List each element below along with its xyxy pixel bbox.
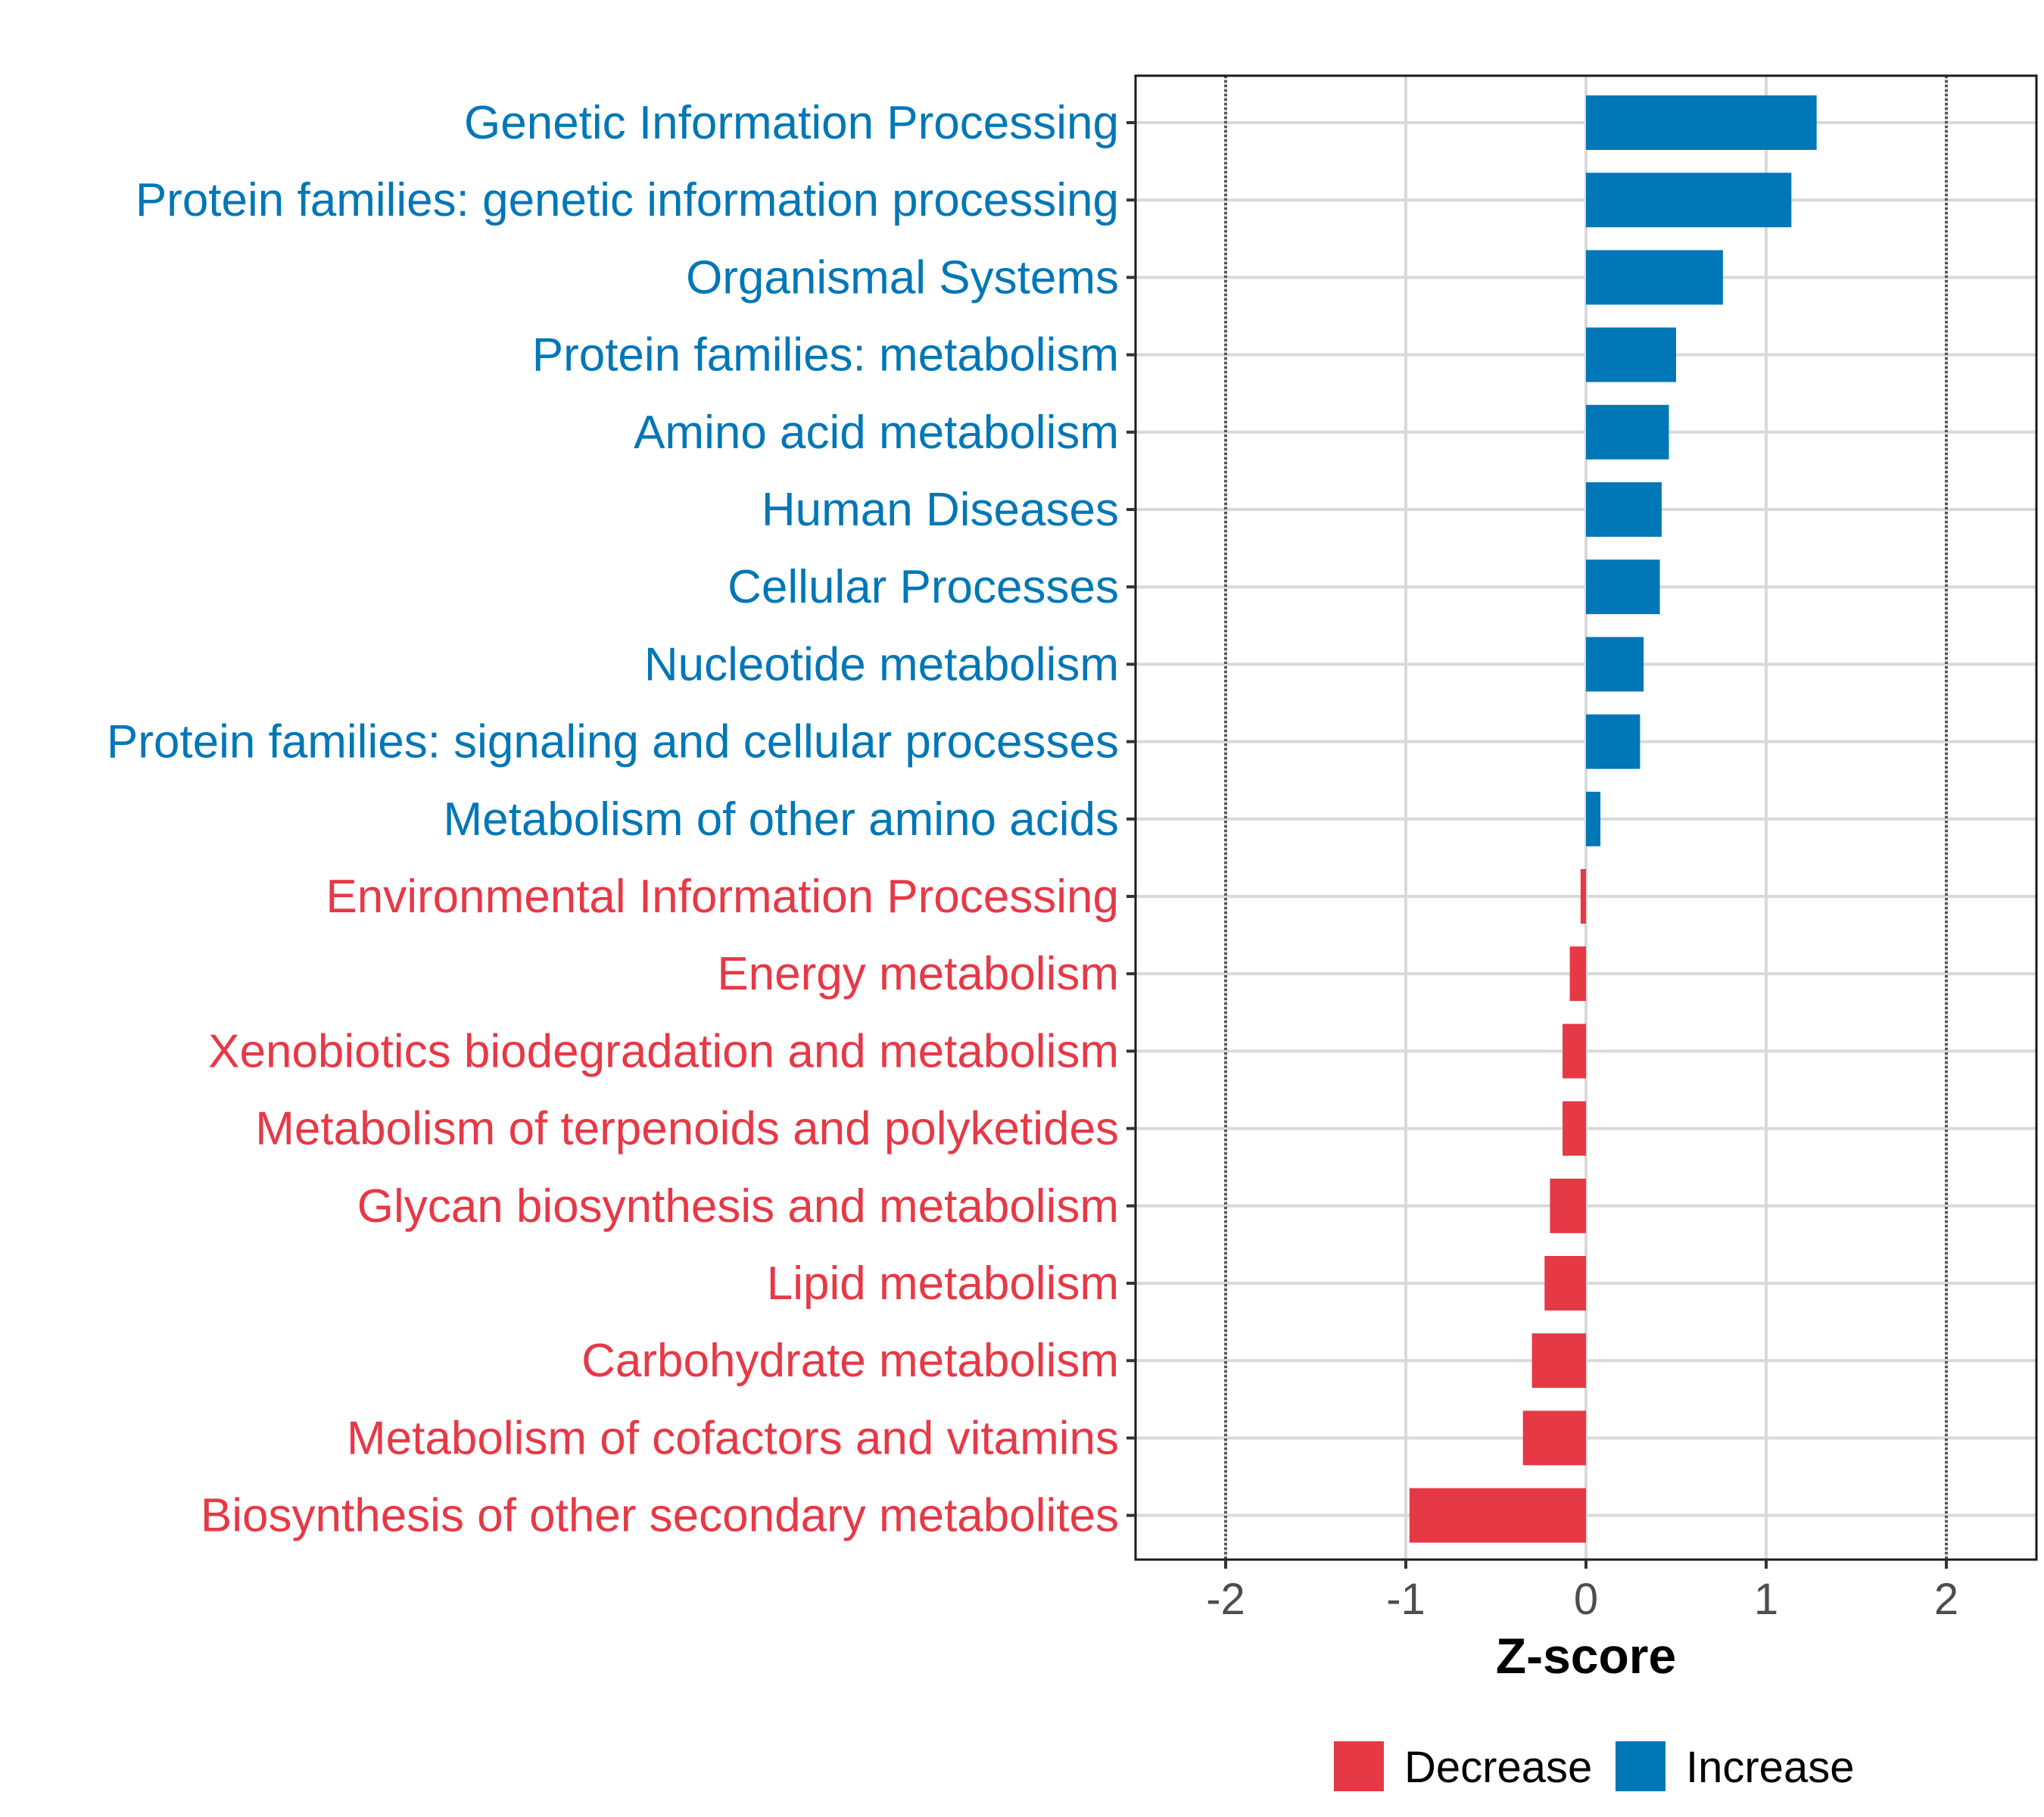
bar — [1550, 1178, 1586, 1233]
y-tick-label: Environmental Information Processing — [326, 871, 1119, 923]
y-tick-label: Protein families: genetic information pr… — [136, 174, 1119, 226]
bar — [1586, 95, 1817, 150]
bar — [1586, 482, 1662, 537]
y-tick-label: Metabolism of other amino acids — [443, 793, 1119, 846]
legend-swatch-increase — [1616, 1741, 1665, 1791]
x-tick-label: 0 — [1574, 1575, 1598, 1624]
legend-label-increase: Increase — [1686, 1743, 1854, 1792]
bar — [1563, 1024, 1586, 1079]
bar — [1563, 1101, 1586, 1156]
y-tick-label: Glycan biosynthesis and metabolism — [357, 1180, 1119, 1233]
x-tick-label: 2 — [1934, 1575, 1958, 1624]
x-tick-label: -2 — [1206, 1575, 1245, 1624]
x-tick-label: -1 — [1386, 1575, 1426, 1624]
bar — [1544, 1256, 1586, 1311]
bar — [1586, 173, 1792, 228]
y-tick-label: Genetic Information Processing — [464, 97, 1119, 149]
y-tick-label: Metabolism of cofactors and vitamins — [347, 1412, 1119, 1464]
bar — [1586, 559, 1660, 615]
x-axis-title: Z-score — [1496, 1628, 1676, 1684]
bar — [1409, 1488, 1586, 1543]
legend: Decrease Increase — [1334, 1741, 1854, 1792]
y-tick-label: Organismal Systems — [686, 251, 1119, 304]
y-tick-label: Protein families: signaling and cellular… — [107, 716, 1119, 768]
reference-lines — [1224, 76, 1948, 1560]
bar — [1569, 946, 1586, 1002]
bar — [1586, 791, 1601, 846]
bar — [1586, 714, 1640, 769]
x-axis: -2 -1 0 1 2 — [1206, 1560, 1958, 1624]
bar — [1531, 1333, 1586, 1388]
bar — [1586, 637, 1644, 692]
y-tick-label: Nucleotide metabolism — [644, 638, 1119, 690]
y-tick-label: Xenobiotics biodegradation and metabolis… — [208, 1025, 1119, 1077]
x-tick-label: 1 — [1754, 1575, 1778, 1624]
y-tick-label: Human Diseases — [762, 484, 1119, 536]
y-axis: Genetic Information Processing Protein fa… — [107, 97, 1136, 1542]
y-tick-label: Lipid metabolism — [767, 1258, 1119, 1310]
y-tick-label: Carbohydrate metabolism — [581, 1335, 1119, 1387]
legend-swatch-decrease — [1334, 1741, 1384, 1791]
bar — [1522, 1410, 1586, 1466]
y-tick-label: Energy metabolism — [717, 948, 1119, 1000]
y-tick-label: Protein families: metabolism — [532, 329, 1119, 382]
legend-label-decrease: Decrease — [1404, 1743, 1592, 1792]
y-tick-label: Amino acid metabolism — [634, 407, 1119, 459]
bars — [1409, 95, 1817, 1543]
bar — [1586, 327, 1676, 382]
bar — [1580, 869, 1586, 924]
bar — [1586, 404, 1669, 460]
y-tick-label: Cellular Processes — [728, 561, 1119, 613]
y-tick-label: Biosynthesis of other secondary metaboli… — [201, 1490, 1119, 1542]
bar — [1586, 250, 1723, 305]
y-tick-label: Metabolism of terpenoids and polyketides — [255, 1103, 1119, 1155]
